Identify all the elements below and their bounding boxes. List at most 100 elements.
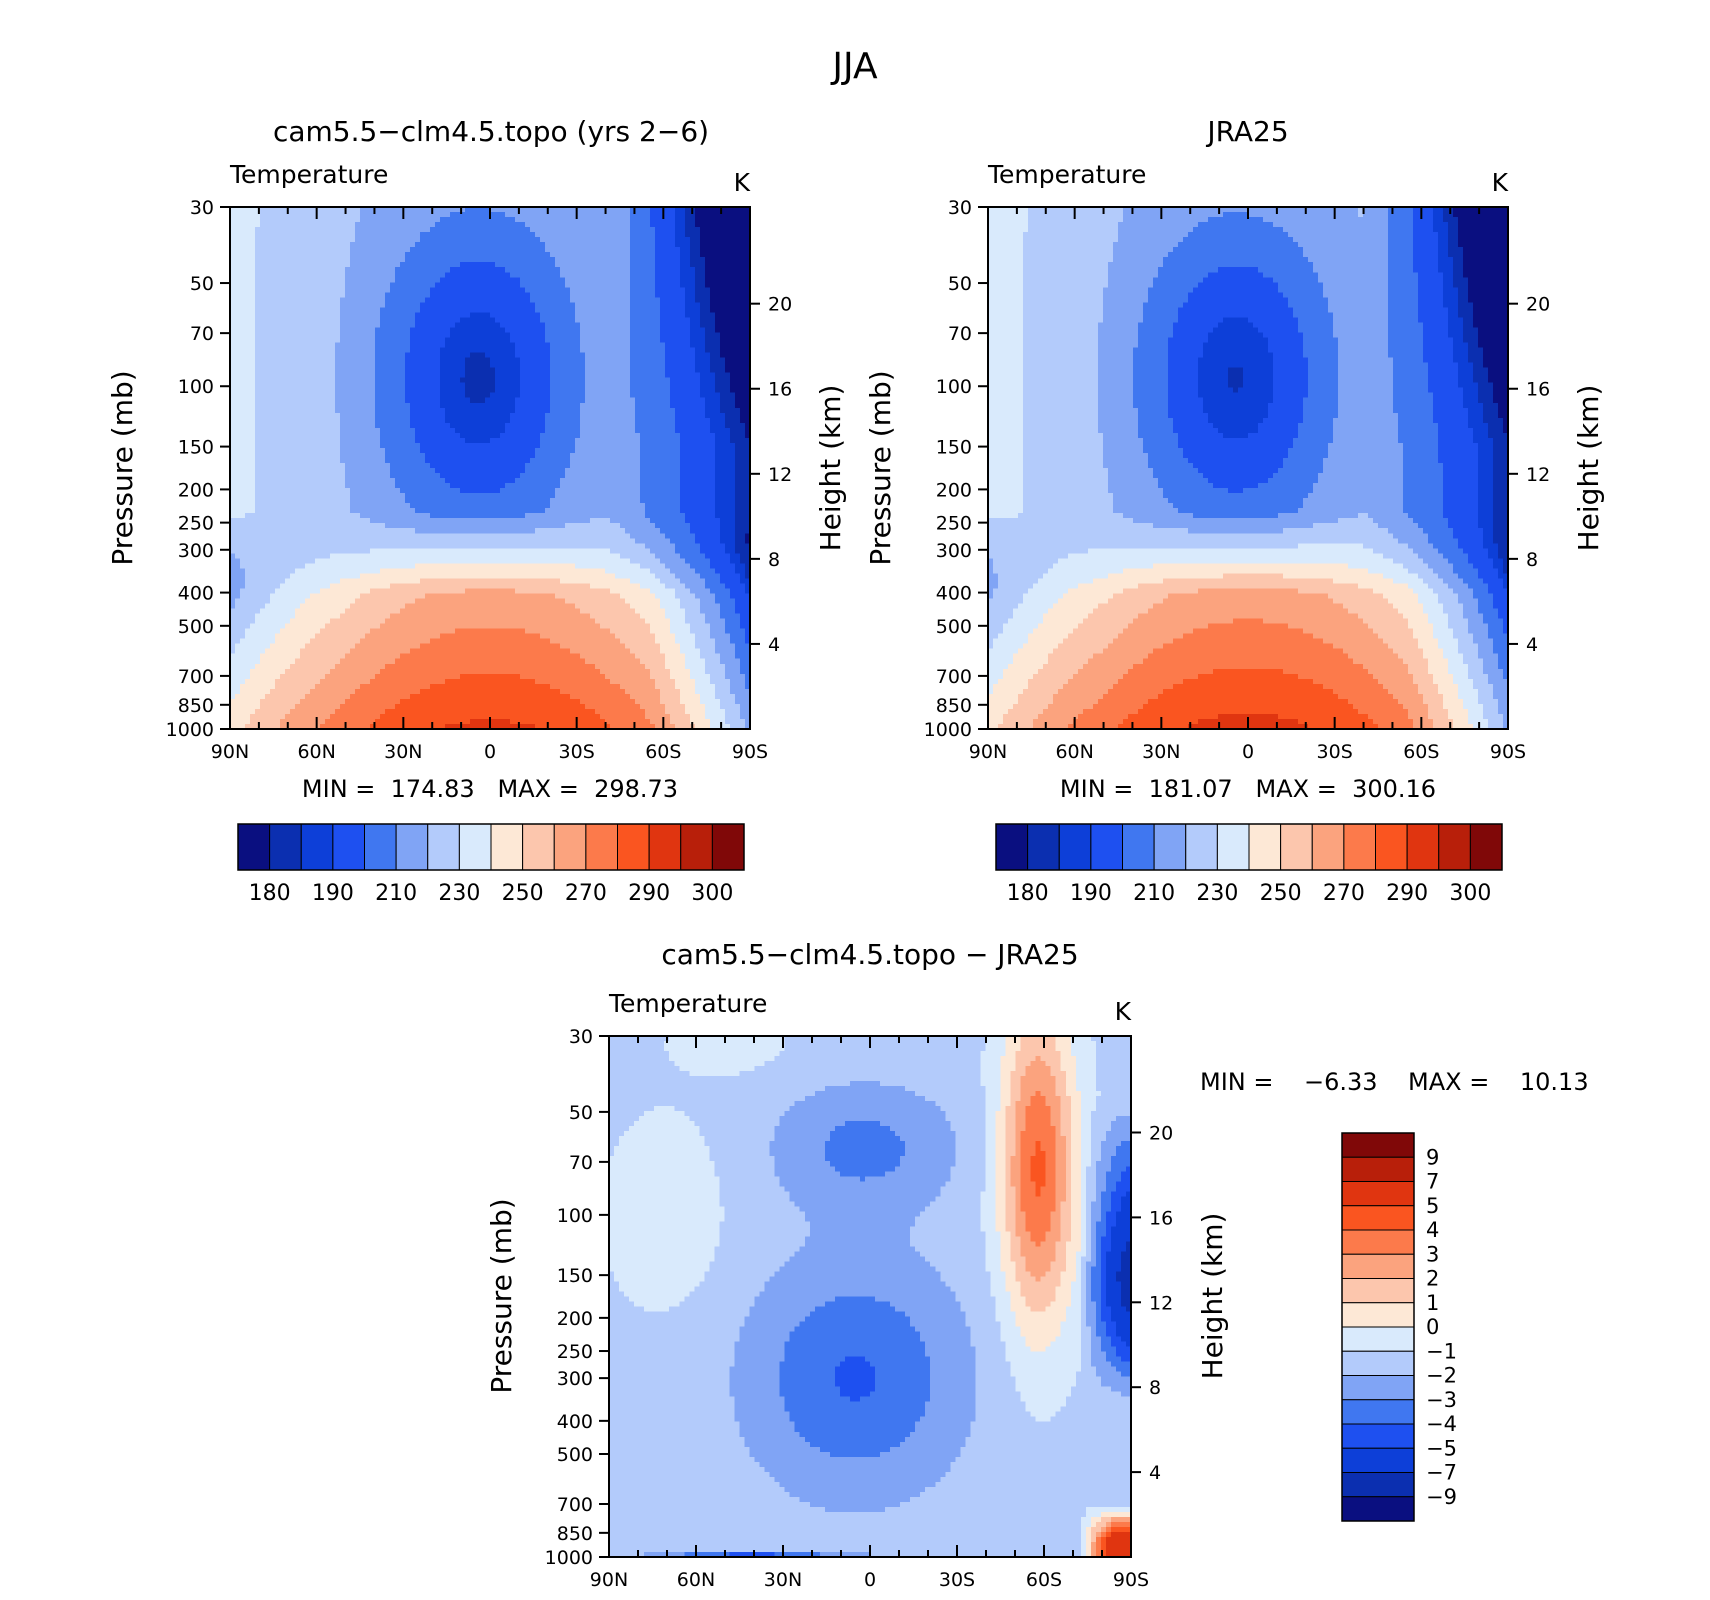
- panel-obs-y-tick-label: 30: [948, 197, 972, 219]
- panel-obs-x-tick-label: 0: [1242, 741, 1254, 763]
- panel-obs-colorbar-label: 290: [1386, 881, 1428, 906]
- panel-diff-ylabel-right: Height (km): [1196, 1213, 1229, 1380]
- panel-obs-height-tick-label: 16: [1526, 379, 1550, 401]
- panel-model-x-tick-label: 90N: [211, 741, 249, 763]
- panel-diff-colorbar-swatch: [1342, 1327, 1414, 1351]
- panel-model-x-tick-label: 60S: [645, 741, 681, 763]
- panel-diff-colorbar-swatch: [1342, 1448, 1414, 1472]
- panel-obs-colorbar-swatch: [1123, 824, 1155, 870]
- panel-obs-colorbar-swatch: [1249, 824, 1281, 870]
- panel-diff-height-tick-label: 12: [1149, 1292, 1173, 1314]
- panel-diff-y-tick-label: 300: [557, 1368, 593, 1390]
- panel-obs-x-tick-label: 60S: [1403, 741, 1439, 763]
- panel-obs-colorbar-swatch: [1312, 824, 1344, 870]
- panel-model-variable: Temperature: [229, 160, 388, 189]
- panel-model-colorbar-label: 210: [375, 881, 417, 906]
- panel-obs-x-tick-label: 90N: [969, 741, 1007, 763]
- panel-diff-colorbar-swatch: [1342, 1303, 1414, 1327]
- panel-diff-colorbar-label: 1: [1426, 1291, 1439, 1315]
- panel-diff-x-tick-label: 60N: [677, 1569, 715, 1591]
- panel-diff-colorbar-swatch: [1342, 1279, 1414, 1303]
- panel-model-colorbar-swatch: [586, 824, 618, 870]
- panel-obs-y-tick-label: 850: [936, 695, 972, 717]
- panel-model-colorbar-swatch: [459, 824, 491, 870]
- panel-diff-colorbar-swatch: [1342, 1376, 1414, 1400]
- panel-diff-x-tick-label: 0: [864, 1569, 876, 1591]
- panel-diff-colorbar-label: 9: [1426, 1145, 1439, 1169]
- panel-model-height-tick-label: 4: [768, 634, 780, 656]
- panel-diff-height-tick-label: 4: [1149, 1462, 1161, 1484]
- panel-diff-colorbar-swatch: [1342, 1424, 1414, 1448]
- panel-diff-height-tick-label: 16: [1149, 1207, 1173, 1229]
- panel-model-colorbar-swatch: [618, 824, 650, 870]
- panel-obs-colorbar-label: 180: [1007, 881, 1049, 906]
- panel-obs-x-tick-label: 90S: [1490, 741, 1526, 763]
- panel-diff-y-tick-label: 850: [557, 1523, 593, 1545]
- panel-model-y-tick-label: 200: [178, 479, 214, 501]
- panel-diff-colorbar-swatch: [1342, 1400, 1414, 1424]
- panel-obs-height-tick-label: 12: [1526, 464, 1550, 486]
- panel-obs-variable: Temperature: [987, 160, 1146, 189]
- panel-obs-colorbar-label: 190: [1070, 881, 1112, 906]
- figure-title: JJA: [830, 46, 878, 87]
- panel-model-colorbar-swatch: [712, 824, 744, 870]
- panel-diff-y-tick-label: 250: [557, 1341, 593, 1363]
- panel-diff-colorbar-swatch: [1342, 1206, 1414, 1230]
- panel-model-y-tick-label: 100: [178, 376, 214, 398]
- panel-obs-colorbar-swatch: [1059, 824, 1091, 870]
- panel-model-colorbar-swatch: [554, 824, 586, 870]
- panel-model-colorbar-label: 290: [628, 881, 670, 906]
- panel-obs-y-tick-label: 100: [936, 376, 972, 398]
- panel-model-y-tick-label: 300: [178, 540, 214, 562]
- panel-diff-colorbar-swatch: [1342, 1133, 1414, 1157]
- panel-obs-y-tick-label: 200: [936, 479, 972, 501]
- panel-obs-plot: [988, 207, 1509, 730]
- panel-model-colorbar-label: 180: [249, 881, 291, 906]
- panel-model-x-tick-label: 30N: [384, 741, 422, 763]
- panel-model-colorbar-swatch: [301, 824, 333, 870]
- panel-model-stats: MIN = 174.83 MAX = 298.73: [302, 775, 678, 803]
- panel-model-ylabel-right: Height (km): [814, 385, 847, 552]
- panel-obs-colorbar-swatch: [1281, 824, 1313, 870]
- panel-diff-y-tick-label: 1000: [545, 1547, 593, 1569]
- panel-diff-colorbar-swatch: [1342, 1230, 1414, 1254]
- panel-diff-height-tick-label: 20: [1149, 1122, 1173, 1144]
- panel-obs-x-tick-label: 60N: [1055, 741, 1093, 763]
- panel-model-height-tick-label: 20: [768, 294, 792, 316]
- panel-model-colorbar-swatch: [681, 824, 713, 870]
- panel-obs-y-tick-label: 400: [936, 583, 972, 605]
- panel-model-height-tick-label: 16: [768, 379, 792, 401]
- panel-diff-contours: [609, 1036, 1132, 1558]
- panel-obs-colorbar-swatch: [1439, 824, 1471, 870]
- panel-model-colorbar-swatch: [491, 824, 523, 870]
- panel-obs-colorbar-swatch: [996, 824, 1028, 870]
- panel-model-colorbar-swatch: [238, 824, 270, 870]
- panel-obs-contours: [988, 207, 1509, 730]
- panel-obs-height-tick-label: 4: [1526, 634, 1538, 656]
- panel-model-x-tick-label: 60N: [297, 741, 335, 763]
- panel-model-colorbar-swatch: [365, 824, 397, 870]
- panel-obs-colorbar-swatch: [1028, 824, 1060, 870]
- panel-model-y-tick-label: 50: [190, 273, 214, 295]
- panel-model-colorbar-label: 230: [438, 881, 480, 906]
- panel-model-colorbar-swatch: [270, 824, 302, 870]
- panel-model-colorbar-swatch: [333, 824, 365, 870]
- panel-obs-colorbar-swatch: [1376, 824, 1408, 870]
- panel-obs-colorbar: 180 190 210 230 250 270 290 300: [996, 824, 1502, 906]
- panel-obs-colorbar-label: 210: [1133, 881, 1175, 906]
- panel-diff-colorbar-swatch: [1342, 1182, 1414, 1206]
- panel-diff-colorbar-label: −2: [1426, 1364, 1457, 1388]
- panel-diff: cam5.5−clm4.5.topo − JRA25 Temperature K…: [485, 938, 1589, 1591]
- panel-model-ylabel: Pressure (mb): [106, 370, 139, 565]
- panel-obs-colorbar-swatch: [1186, 824, 1218, 870]
- panel-diff-height-tick-label: 8: [1149, 1377, 1161, 1399]
- panel-diff-x-tick-label: 60S: [1026, 1569, 1062, 1591]
- panel-diff-colorbar-label: −4: [1426, 1412, 1457, 1436]
- panel-obs-colorbar-swatch: [1217, 824, 1249, 870]
- panel-diff-y-tick-label: 400: [557, 1411, 593, 1433]
- panel-model-x-tick-label: 90S: [732, 741, 768, 763]
- panel-diff-plot: [609, 1036, 1132, 1558]
- panel-model-colorbar-swatch: [396, 824, 428, 870]
- panel-diff-x-tick-label: 90S: [1113, 1569, 1149, 1591]
- panel-diff-colorbar-swatch: [1342, 1351, 1414, 1375]
